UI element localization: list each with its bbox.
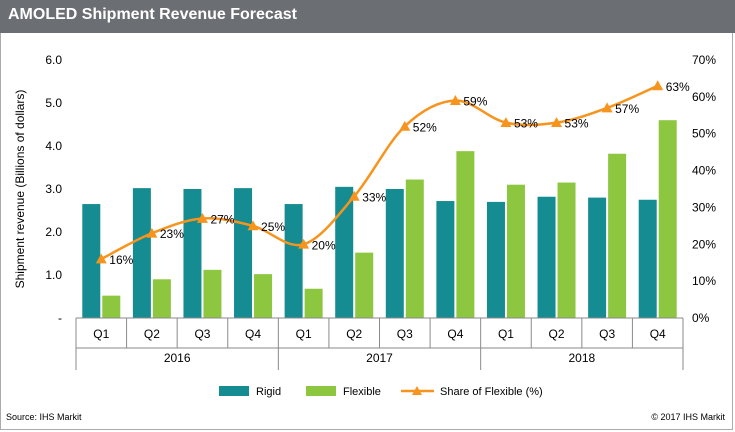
x-tick-label: Q4 [245,327,261,341]
flexible-bar [254,274,273,318]
legend-swatch-flexible [306,386,336,396]
y-tick-label: 1.0 [45,268,62,282]
rigid-bar [284,204,303,318]
share-data-label: 16% [109,253,133,267]
y2-tick-label: 0% [692,311,710,325]
y-tick-label: 4.0 [45,139,62,153]
rigid-bar [638,199,657,318]
share-data-label: 25% [261,220,285,234]
share-data-label: 20% [312,238,336,252]
flexible-bar [456,151,475,318]
rigid-bar [486,201,505,318]
rigid-bar [436,201,455,318]
y-tick-label: 5.0 [45,96,62,110]
x-tick-label: Q2 [346,327,362,341]
share-marker [449,95,461,105]
x-tick-label: Q3 [599,327,615,341]
share-data-label: 27% [210,212,234,226]
share-data-label: 33% [362,190,386,204]
rigid-bar [335,186,354,318]
share-data-label: 53% [565,117,589,131]
legend-swatch-rigid [219,386,249,396]
share-marker [551,117,563,128]
y2-tick-label: 50% [692,127,716,141]
title-bar: AMOLED Shipment Revenue Forecast [0,0,735,33]
share-data-label: 23% [160,227,184,241]
share-marker [95,253,107,264]
share-data-label: 53% [514,117,538,131]
chart-frame [0,33,733,430]
share-marker [399,120,411,131]
share-data-label: 63% [666,80,690,94]
x-tick-label: Q1 [498,327,514,341]
y2-tick-label: 60% [692,90,716,104]
flexible-bar [304,288,323,318]
rigid-bar [385,189,404,318]
legend-swatch-share-marker [412,386,422,395]
x-tick-label: Q3 [397,327,413,341]
y-tick-label: 6.0 [45,53,62,67]
share-marker [247,220,259,231]
flexible-bar [152,279,171,318]
share-marker [500,117,512,128]
flexible-bar [506,184,525,318]
flexible-bar [557,182,576,318]
x-tick-label: Q1 [93,327,109,341]
y-tick-label: 3.0 [45,182,62,196]
source-note: Source: IHS Markit [6,412,82,422]
rigid-bar [183,189,202,318]
x-tick-label: Q3 [194,327,210,341]
x-tick-label: Q2 [549,327,565,341]
x-tick-label: Q4 [447,327,463,341]
y2-tick-label: 40% [692,164,716,178]
flexible-bar [203,269,222,318]
x-tick-label: Q2 [144,327,160,341]
y2-tick-label: 70% [692,53,716,67]
share-marker [298,238,310,249]
flexible-bar [102,295,121,318]
flexible-bar [355,252,374,318]
legend-label-rigid: Rigid [256,386,281,398]
x-tick-label: Q1 [296,327,312,341]
y2-tick-label: 30% [692,200,716,214]
share-marker [652,80,664,91]
chart-title: AMOLED Shipment Revenue Forecast [8,6,297,23]
x-group-label: 2018 [568,351,595,365]
share-data-label: 52% [413,120,437,134]
x-group-label: 2016 [164,351,191,365]
y-tick-label: 2.0 [45,225,62,239]
share-marker [348,190,360,201]
rigid-bar [588,197,607,318]
flexible-bar [608,153,627,318]
share-data-label: 57% [615,102,639,116]
x-group-label: 2017 [366,351,393,365]
share-data-label: 59% [463,95,487,109]
rigid-bar [537,196,556,318]
share-marker [601,102,613,113]
y-axis-title: Shipment revenue (Billions of dollars) [13,90,27,289]
rigid-bar [132,188,151,318]
flexible-bar [658,120,677,318]
y-tick-label: - [58,311,62,325]
rigid-bar [82,204,101,318]
copyright-note: © 2017 IHS Markit [651,412,725,422]
flexible-bar [405,179,424,318]
legend-label-share: Share of Flexible (%) [440,386,543,398]
y2-tick-label: 20% [692,237,716,251]
share-marker [196,212,208,223]
share-marker [146,227,158,238]
y2-tick-label: 10% [692,274,716,288]
legend-label-flexible: Flexible [343,386,381,398]
rigid-bar [234,188,253,318]
x-tick-label: Q4 [650,327,666,341]
